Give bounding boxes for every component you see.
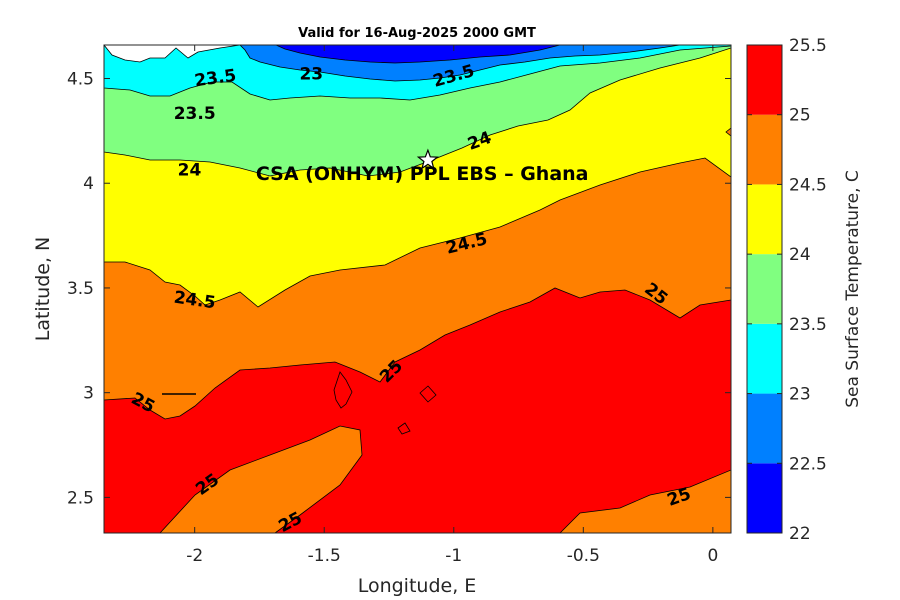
y-axis: 2.5 3 3.5 4 4.5 xyxy=(67,70,731,508)
colorbar-tick-label: 24.5 xyxy=(789,175,827,195)
contour-label: 24 xyxy=(178,161,202,181)
x-tick-label: 0 xyxy=(707,546,718,566)
cool-patch-east xyxy=(725,127,731,137)
band-22-22.5 xyxy=(275,45,561,64)
colorbar-label: Sea Surface Temperature, C xyxy=(843,170,863,408)
x-tick-label: -1 xyxy=(445,546,462,566)
warm-island-1 xyxy=(333,371,353,409)
colorbar: 22 22.5 23 23.5 24 24.5 25 25.5 xyxy=(746,36,827,544)
warm-island-2 xyxy=(419,385,437,403)
y-tick-label: 3.5 xyxy=(67,279,94,299)
colorbar-frame xyxy=(746,44,783,534)
colorbar-segment xyxy=(747,114,782,185)
colorbar-tick-label: 22 xyxy=(789,524,811,544)
colorbar-segment xyxy=(747,463,782,533)
plot-frame xyxy=(103,44,732,534)
x-axis: -2 -1.5 -1 -0.5 0 xyxy=(186,45,718,566)
y-tick-label: 4 xyxy=(83,174,94,194)
contour-label: 23 xyxy=(299,64,323,84)
colorbar-tick-label: 25 xyxy=(789,106,811,126)
colorbar-segment xyxy=(747,254,782,324)
y-tick-label: 4.5 xyxy=(67,70,94,90)
y-axis-label: Latitude, N xyxy=(32,237,54,342)
x-tick-label: -0.5 xyxy=(567,546,600,566)
site-marker-group: CSA (ONHYM) PPL EBS – Ghana xyxy=(256,148,589,185)
band-24.5-25-south xyxy=(104,425,363,533)
x-tick-label: -2 xyxy=(186,546,203,566)
y-tick-label: 2.5 xyxy=(67,488,94,508)
colorbar-segment xyxy=(747,393,782,464)
colorbar-tick-label: 23.5 xyxy=(789,315,827,335)
warm-island-3 xyxy=(397,422,411,435)
x-tick-label: -1.5 xyxy=(308,546,341,566)
colorbar-tick-label: 25.5 xyxy=(789,36,827,56)
x-axis-label: Longitude, E xyxy=(358,575,477,597)
y-tick-label: 3 xyxy=(83,384,94,404)
colorbar-tick-label: 23 xyxy=(789,385,811,405)
colorbar-segment xyxy=(747,323,782,394)
colorbar-segment xyxy=(747,45,782,115)
band-24.5-25-southeast xyxy=(559,469,731,533)
colorbar-segment xyxy=(747,184,782,255)
site-star-marker xyxy=(416,148,440,170)
site-label: CSA (ONHYM) PPL EBS – Ghana xyxy=(256,163,589,185)
missing-data-region xyxy=(104,45,241,63)
contour-label: 23.5 xyxy=(174,104,216,124)
colorbar-tick-label: 22.5 xyxy=(789,454,827,474)
chart-title: Valid for 16-Aug-2025 2000 GMT xyxy=(298,26,536,41)
colorbar-tick-label: 24 xyxy=(789,245,811,265)
